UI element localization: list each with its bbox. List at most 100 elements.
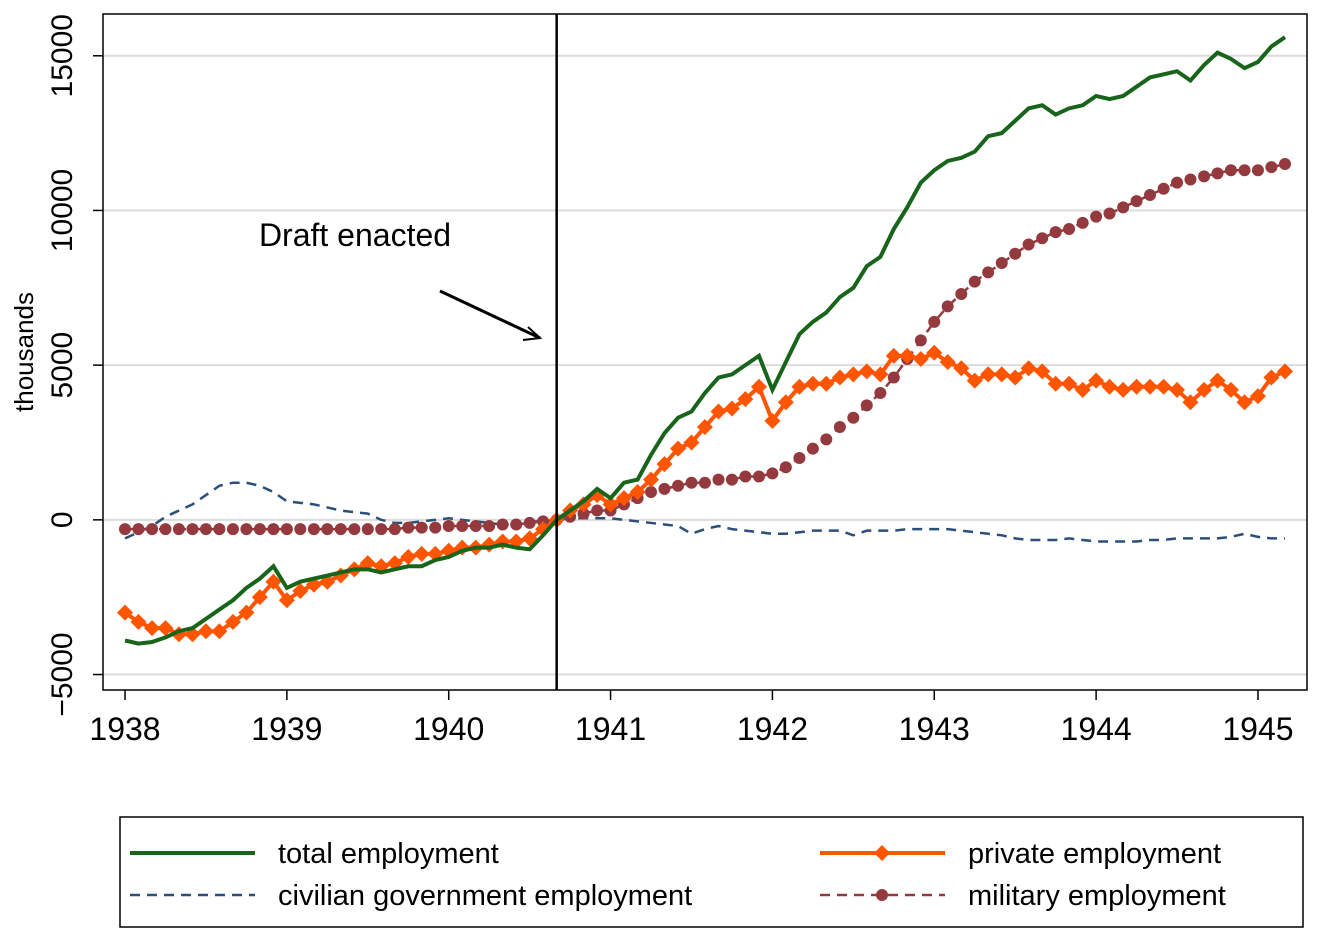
data-marker (1169, 381, 1186, 398)
data-marker (400, 548, 417, 565)
data-marker (752, 470, 765, 483)
data-marker (265, 573, 282, 590)
data-marker (980, 366, 997, 383)
data-marker (307, 523, 320, 536)
data-marker (926, 344, 943, 361)
x-tick-label: 1939 (251, 711, 322, 747)
data-marker (847, 411, 860, 424)
data-marker (1236, 394, 1253, 411)
data-marker (144, 620, 161, 637)
data-marker (766, 467, 779, 480)
data-marker (1184, 173, 1197, 186)
data-marker (874, 386, 887, 399)
data-marker (348, 523, 361, 536)
x-tick-label: 1941 (575, 711, 646, 747)
data-marker (226, 523, 239, 536)
data-marker (1182, 394, 1199, 411)
y-tick-label: 15000 (46, 14, 79, 97)
data-marker (361, 523, 374, 536)
annotation: Draft enacted (259, 217, 451, 253)
data-marker (995, 257, 1008, 270)
annotation-arrow (439, 289, 541, 340)
legend-box (119, 816, 1304, 928)
data-marker (872, 366, 889, 383)
data-marker (157, 620, 174, 637)
data-marker (1115, 381, 1132, 398)
data-marker (833, 421, 846, 434)
data-marker (130, 613, 147, 630)
data-marker (132, 523, 145, 536)
data-marker (791, 378, 808, 395)
data-marker (1074, 381, 1091, 398)
data-marker (1198, 170, 1211, 183)
data-marker (914, 334, 927, 347)
data-marker (1063, 223, 1076, 236)
data-marker (723, 400, 740, 417)
x-tick-label: 1938 (89, 711, 160, 747)
data-marker (224, 613, 241, 630)
x-tick-label: 1945 (1222, 711, 1293, 747)
data-marker (334, 523, 347, 536)
data-marker (643, 471, 660, 488)
data-marker (1211, 167, 1224, 180)
data-marker (818, 375, 835, 392)
data-marker (750, 378, 767, 395)
data-marker (739, 470, 752, 483)
data-marker (725, 473, 738, 486)
data-marker (1171, 176, 1184, 189)
data-marker (953, 360, 970, 377)
data-marker (199, 523, 212, 536)
data-marker (1020, 360, 1037, 377)
data-marker (939, 354, 956, 371)
data-marker (197, 623, 214, 640)
data-marker (146, 523, 159, 536)
data-marker (1047, 375, 1064, 392)
data-marker (658, 482, 671, 495)
data-marker (159, 523, 172, 536)
data-marker (993, 366, 1010, 383)
x-tick-label: 1940 (413, 711, 484, 747)
data-marker (899, 347, 916, 364)
data-marker (1265, 161, 1278, 174)
data-marker (1155, 378, 1172, 395)
data-marker (496, 518, 509, 531)
data-marker (1238, 164, 1251, 177)
data-marker (874, 845, 890, 861)
data-marker (172, 523, 185, 536)
data-marker (577, 507, 590, 520)
data-marker (670, 440, 687, 457)
data-marker (941, 300, 954, 313)
data-marker (777, 394, 794, 411)
data-marker (1157, 182, 1170, 195)
data-marker (523, 516, 536, 529)
data-marker (415, 521, 428, 534)
data-marker (591, 504, 604, 517)
data-marker (292, 582, 309, 599)
data-marker (793, 451, 806, 464)
data-marker (253, 523, 266, 536)
data-marker (1036, 232, 1049, 245)
data-marker (685, 476, 698, 489)
data-marker (876, 889, 888, 901)
data-marker (117, 604, 134, 621)
data-marker (575, 496, 592, 513)
data-marker (1103, 207, 1116, 220)
data-marker (860, 399, 873, 412)
data-marker (656, 456, 673, 473)
legend-label: civilian government employment (278, 880, 692, 912)
data-marker (388, 523, 401, 536)
data-marker (1130, 195, 1143, 208)
data-marker (885, 347, 902, 364)
data-marker (280, 523, 293, 536)
plot-frame (102, 13, 1308, 691)
data-marker (1209, 372, 1226, 389)
data-marker (928, 315, 941, 328)
annotation-arrowhead (522, 326, 543, 341)
x-tick-label: 1943 (899, 711, 970, 747)
data-marker (1222, 381, 1239, 398)
data-marker (696, 419, 713, 436)
data-marker (710, 403, 727, 420)
data-marker (806, 442, 819, 455)
data-marker (483, 520, 496, 533)
